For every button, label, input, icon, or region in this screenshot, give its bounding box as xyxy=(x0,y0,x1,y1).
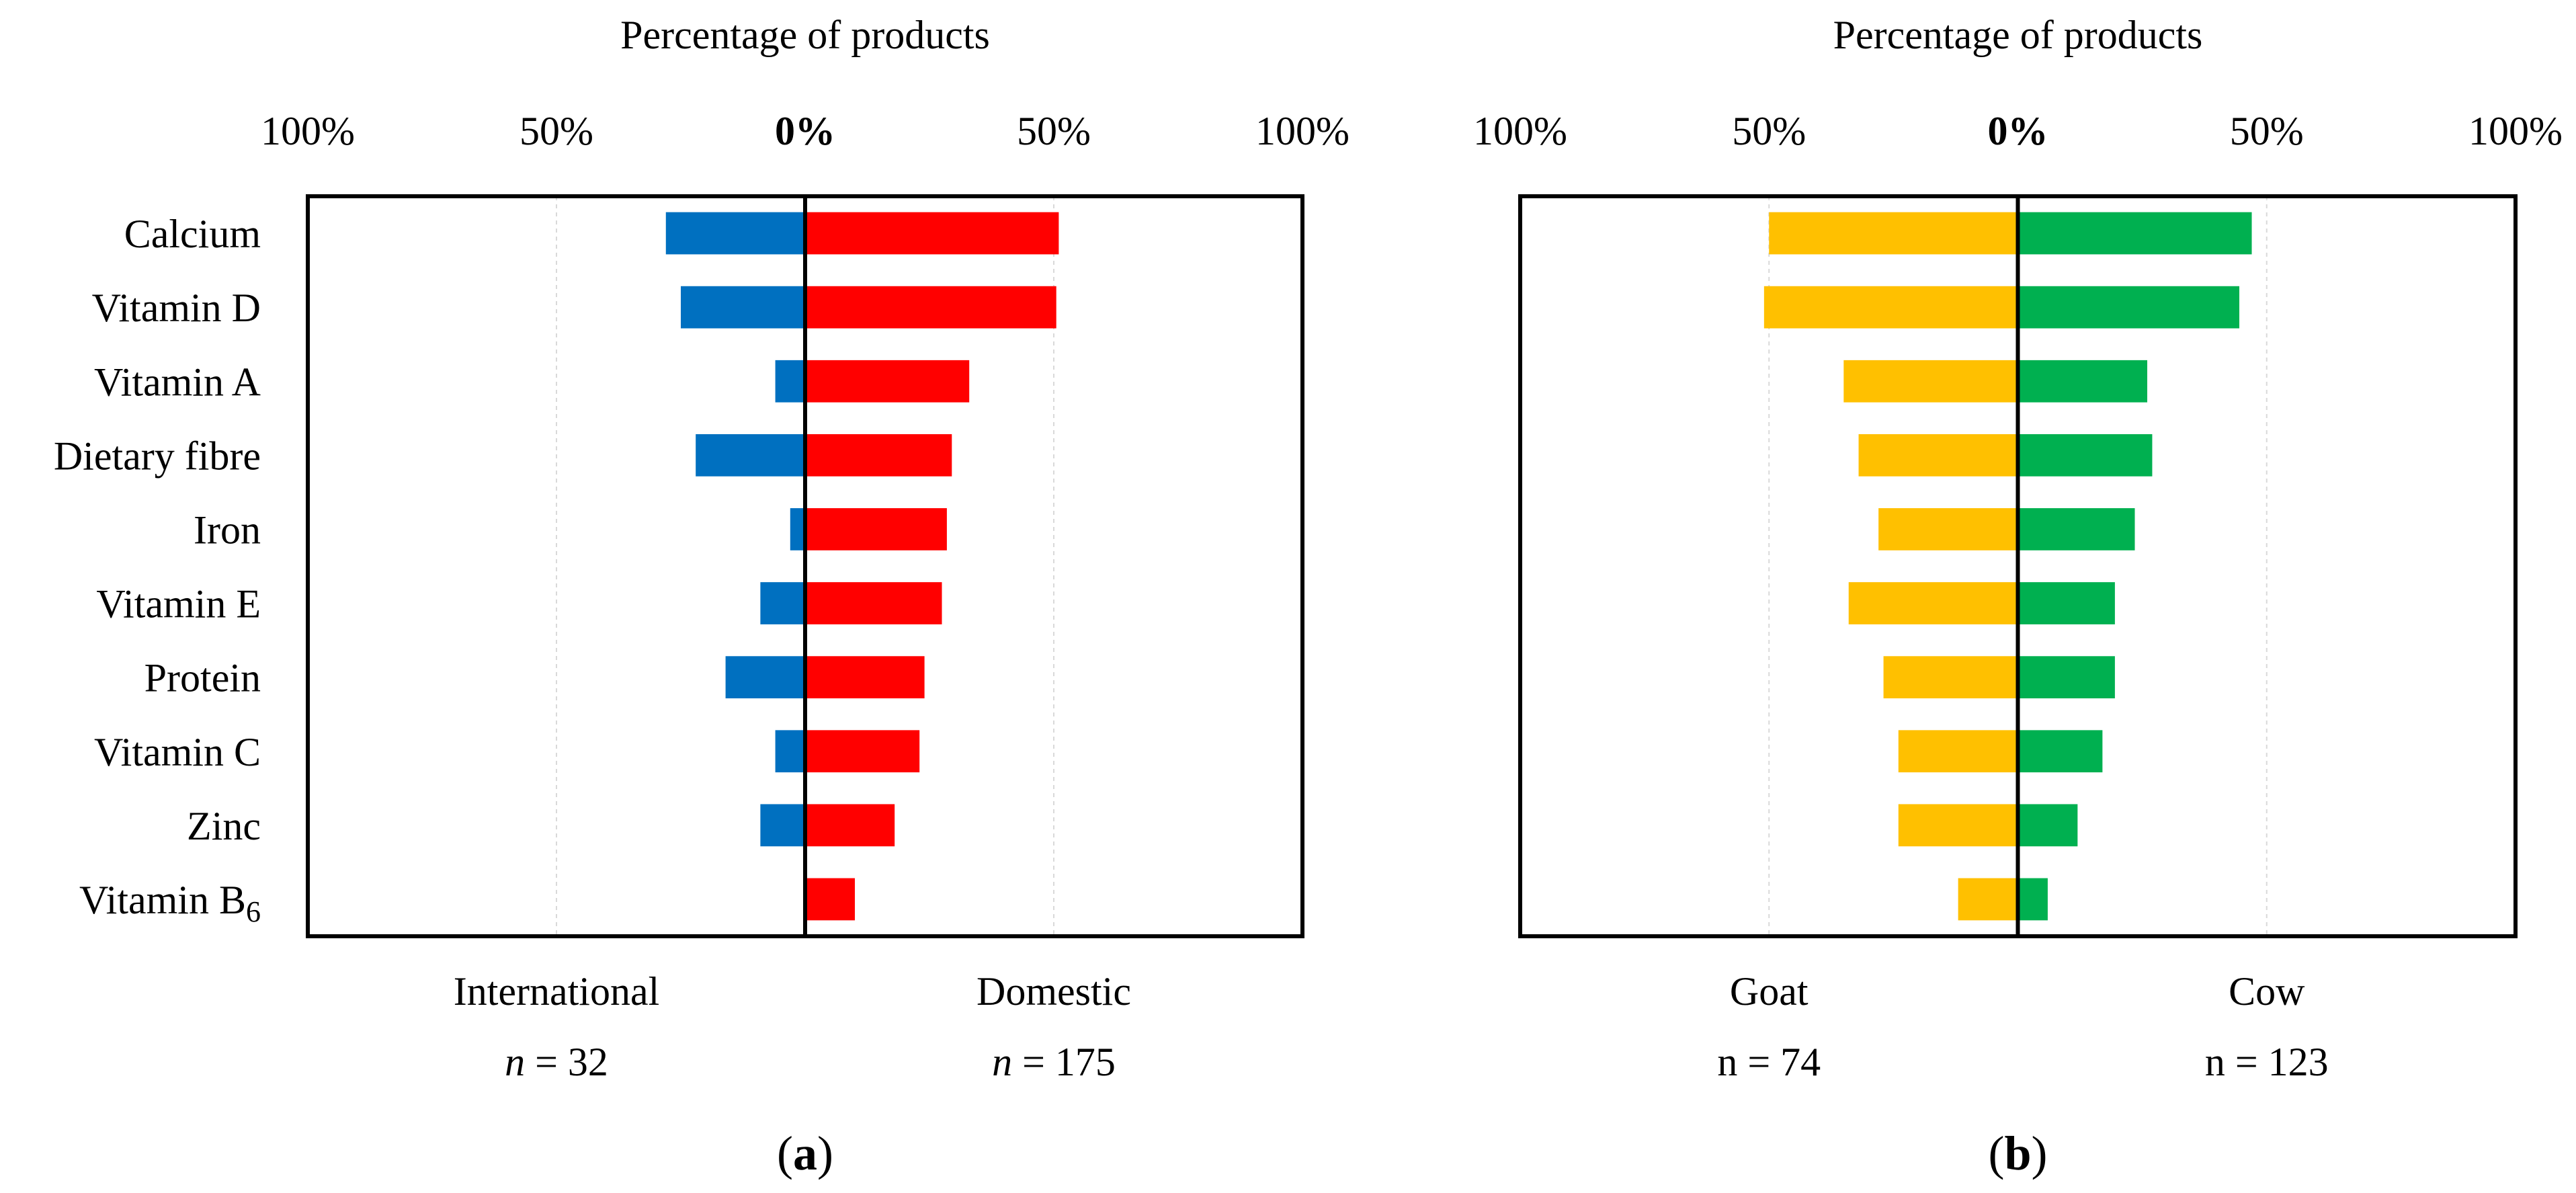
bar-international-iron xyxy=(790,508,805,550)
bar-cow-vitamin-c xyxy=(2018,730,2103,773)
bar-international-vitamin-a xyxy=(775,360,805,403)
bar-domestic-vitamin-c xyxy=(805,730,920,773)
category-label: Vitamin A xyxy=(94,360,261,404)
tick-label: 100% xyxy=(1255,109,1349,153)
bar-domestic-vitamin-a xyxy=(805,360,970,403)
tick-label: 0% xyxy=(775,109,835,153)
category-label: Vitamin B6 xyxy=(79,878,261,928)
bar-goat-iron xyxy=(1878,508,2018,550)
category-label: Dietary fibre xyxy=(54,434,261,478)
group-label: Cow xyxy=(2229,969,2305,1014)
bar-domestic-calcium xyxy=(805,212,1059,255)
bar-cow-vitamin-e xyxy=(2018,582,2115,624)
group-label: Goat xyxy=(1730,969,1809,1014)
tick-label: 100% xyxy=(1473,109,1567,153)
category-label: Protein xyxy=(144,656,261,700)
bar-goat-vitamin-d xyxy=(1763,286,2018,329)
bar-domestic-zinc xyxy=(805,804,895,847)
tick-label: 100% xyxy=(2468,109,2563,153)
bar-international-calcium xyxy=(665,212,805,255)
bar-international-vitamin-d xyxy=(681,286,805,329)
bar-cow-protein xyxy=(2018,656,2115,699)
tick-label: 100% xyxy=(261,109,355,153)
tick-label: 0% xyxy=(1988,109,2048,153)
tick-label: 50% xyxy=(520,109,593,153)
bar-international-dietary-fibre xyxy=(696,434,805,477)
bar-cow-vitamin-a xyxy=(2018,360,2148,403)
bar-domestic-dietary-fibre xyxy=(805,434,952,477)
category-label: Vitamin E xyxy=(96,582,261,626)
bar-goat-vitamin-a xyxy=(1843,360,2018,403)
bar-domestic-vitamin-d xyxy=(805,286,1056,329)
tick-label: 50% xyxy=(1017,109,1091,153)
bar-international-vitamin-e xyxy=(760,582,805,624)
tick-label: 50% xyxy=(2230,109,2304,153)
bar-cow-vitamin-b6 xyxy=(2018,878,2048,921)
panel-label: (a) xyxy=(777,1126,833,1180)
category-label: Iron xyxy=(194,507,261,552)
category-label: Zinc xyxy=(187,804,261,848)
panels-layer: Percentage of products 100% 50% 0% 50% 100% Ca… xyxy=(54,13,2563,1180)
bar-international-vitamin-c xyxy=(775,730,805,773)
bar-goat-calcium xyxy=(1769,212,2018,255)
bar-international-protein xyxy=(725,656,805,699)
bar-cow-vitamin-d xyxy=(2018,286,2240,329)
bar-goat-vitamin-c xyxy=(1898,730,2018,773)
bar-domestic-iron xyxy=(805,508,947,550)
category-label: Vitamin C xyxy=(94,730,261,774)
bar-goat-protein xyxy=(1883,656,2018,699)
group-n-label: n = 74 xyxy=(1717,1040,1821,1084)
bar-goat-vitamin-b6 xyxy=(1958,878,2018,921)
bar-cow-zinc xyxy=(2018,804,2078,847)
axis-title: Percentage of products xyxy=(1833,13,2203,57)
bar-goat-vitamin-e xyxy=(1848,582,2018,624)
bar-domestic-protein xyxy=(805,656,925,699)
bar-goat-zinc xyxy=(1898,804,2018,847)
bar-international-zinc xyxy=(760,804,805,847)
group-label: International xyxy=(454,969,660,1014)
group-n-label: n = 123 xyxy=(2205,1040,2329,1084)
bar-domestic-vitamin-b6 xyxy=(805,878,855,921)
group-n-label: n = 32 xyxy=(505,1040,608,1084)
bar-cow-calcium xyxy=(2018,212,2252,255)
bar-goat-dietary-fibre xyxy=(1858,434,2018,477)
bar-cow-dietary-fibre xyxy=(2018,434,2153,477)
panel-label: (b) xyxy=(1988,1126,2047,1180)
axis-title: Percentage of products xyxy=(620,13,990,57)
group-n-label: n = 175 xyxy=(992,1040,1116,1084)
category-label: Calcium xyxy=(124,212,261,256)
bar-domestic-vitamin-e xyxy=(805,582,942,624)
group-label: Domestic xyxy=(977,969,1131,1014)
tick-label: 50% xyxy=(1732,109,1806,153)
chart-panel-b: Percentage of products 100% 50% 0% 50% 100% Go… xyxy=(1473,13,2563,1180)
bar-cow-iron xyxy=(2018,508,2135,550)
chart-panel-a: Percentage of products 100% 50% 0% 50% 100% Ca… xyxy=(54,13,1349,1180)
category-label: Vitamin D xyxy=(92,286,261,330)
